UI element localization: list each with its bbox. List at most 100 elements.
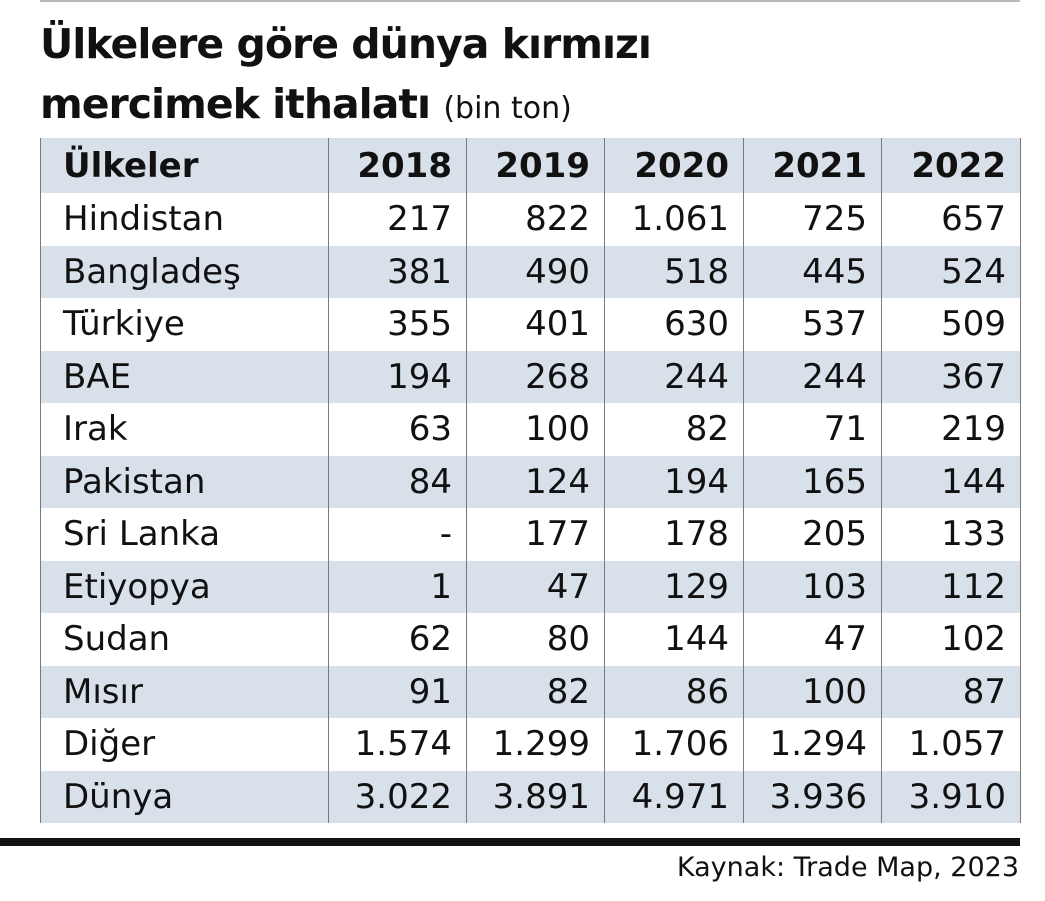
table-cell: 4.971 xyxy=(604,770,744,823)
row-label: Hindistan xyxy=(40,193,329,246)
table-row: Sri Lanka -177 178 205 133 xyxy=(40,508,1021,561)
row-label: Sudan xyxy=(40,613,329,666)
table-cell: 144 xyxy=(881,455,1021,508)
row-label: Etiyopya xyxy=(40,560,329,613)
table-cell: 47 xyxy=(743,613,882,666)
table-cell: 3.022 xyxy=(328,770,467,823)
table-cell: 219 xyxy=(881,403,1021,456)
table-cell: 194 xyxy=(328,350,467,403)
table-row: Hindistan 217 822 1.061 725 657 xyxy=(40,193,1021,246)
table-cell: 80 xyxy=(466,613,605,666)
bottom-rule xyxy=(0,838,1020,846)
table-cell: 87 xyxy=(881,665,1021,718)
table-row: Etiyopya 1 47 129 103 112 xyxy=(40,560,1021,613)
table-cell: 165 xyxy=(743,455,882,508)
chart-title: Ülkelere göre dünya kırmızı mercimek ith… xyxy=(40,14,1000,139)
table-cell: 82 xyxy=(604,403,744,456)
table-cell: 194 xyxy=(604,455,744,508)
table-cell: 244 xyxy=(604,350,744,403)
table-cell: 3.891 xyxy=(466,770,605,823)
row-label: Irak xyxy=(40,403,329,456)
row-label: Dünya xyxy=(40,770,329,823)
row-label: Pakistan xyxy=(40,455,329,508)
table-cell: 244 xyxy=(743,350,882,403)
row-label: Türkiye xyxy=(40,298,329,351)
title-unit: (bin ton) xyxy=(443,91,572,126)
table-cell: 62 xyxy=(328,613,467,666)
table-cell: 71 xyxy=(743,403,882,456)
table-cell: 524 xyxy=(881,245,1021,298)
table-cell: 86 xyxy=(604,665,744,718)
table-cell: 1.294 xyxy=(743,718,882,771)
table-cell: 1.057 xyxy=(881,718,1021,771)
table-cell: 82 xyxy=(466,665,605,718)
table-cell: 355 xyxy=(328,298,467,351)
table-cell: 367 xyxy=(881,350,1021,403)
table-row: Irak 63 100 82 71 219 xyxy=(40,403,1021,456)
table-cell: 822 xyxy=(466,193,605,246)
table-cell: 445 xyxy=(743,245,882,298)
title-line-2-text: mercimek ithalatı xyxy=(40,80,431,128)
table-cell: 1.299 xyxy=(466,718,605,771)
table-cell: 103 xyxy=(743,560,882,613)
table-cell: 1.574 xyxy=(328,718,467,771)
table-cell: 205 xyxy=(743,508,882,561)
table-cell: 129 xyxy=(604,560,744,613)
table-cell: 3.936 xyxy=(743,770,882,823)
table-cell: 177 xyxy=(466,508,605,561)
table-cell: 47 xyxy=(466,560,605,613)
data-table: Ülkeler 2018 2019 2020 2021 2022 Hindist… xyxy=(40,138,1021,823)
table-cell: 217 xyxy=(328,193,467,246)
column-header-2020: 2020 xyxy=(604,138,744,193)
row-label: BAE xyxy=(40,350,329,403)
table-cell: 178 xyxy=(604,508,744,561)
table-cell: 112 xyxy=(881,560,1021,613)
table-cell: 518 xyxy=(604,245,744,298)
table-body: Hindistan 217 822 1.061 725 657 Bangladeş 381 49… xyxy=(40,193,1021,823)
table-row: Türkiye 355 401 630 537 509 xyxy=(40,298,1021,351)
table-cell: 1.061 xyxy=(604,193,744,246)
table-cell: - xyxy=(328,508,467,561)
table-row: Mısır 91 82 86 100 87 xyxy=(40,665,1021,718)
table-cell: 509 xyxy=(881,298,1021,351)
table-cell: 1 xyxy=(328,560,467,613)
column-header-2018: 2018 xyxy=(328,138,467,193)
table-cell: 3.910 xyxy=(881,770,1021,823)
row-label: Bangladeş xyxy=(40,245,329,298)
title-line-2: mercimek ithalatı (bin ton) xyxy=(40,74,1000,139)
table-row: Sudan 62 80 144 47 102 xyxy=(40,613,1021,666)
table-header-row: Ülkeler 2018 2019 2020 2021 2022 xyxy=(40,138,1021,193)
table-row: BAE 194 268 244 244 367 xyxy=(40,350,1021,403)
table-cell: 401 xyxy=(466,298,605,351)
table-cell: 725 xyxy=(743,193,882,246)
table-cell: 537 xyxy=(743,298,882,351)
title-line-1: Ülkelere göre dünya kırmızı xyxy=(40,20,652,68)
row-label: Diğer xyxy=(40,718,329,771)
table-cell: 381 xyxy=(328,245,467,298)
table-cell: 133 xyxy=(881,508,1021,561)
table-cell: 268 xyxy=(466,350,605,403)
table-cell: 91 xyxy=(328,665,467,718)
table-cell: 100 xyxy=(466,403,605,456)
table-row: Bangladeş 381 490 518 445 524 xyxy=(40,245,1021,298)
table-cell: 102 xyxy=(881,613,1021,666)
table-row: Dünya 3.022 3.891 4.971 3.936 3.910 xyxy=(40,770,1021,823)
column-header-2022: 2022 xyxy=(881,138,1021,193)
table-cell: 100 xyxy=(743,665,882,718)
table-cell: 84 xyxy=(328,455,467,508)
row-label: Mısır xyxy=(40,665,329,718)
table-cell: 1.706 xyxy=(604,718,744,771)
table-cell: 657 xyxy=(881,193,1021,246)
table-cell: 630 xyxy=(604,298,744,351)
column-header-country: Ülkeler xyxy=(40,138,329,193)
row-label: Sri Lanka xyxy=(40,508,329,561)
table-cell: 144 xyxy=(604,613,744,666)
table-row: Pakistan 84 124 194 165 144 xyxy=(40,455,1021,508)
source-note: Kaynak: Trade Map, 2023 xyxy=(676,852,1019,883)
top-rule xyxy=(40,0,1020,2)
table-cell: 490 xyxy=(466,245,605,298)
column-header-2021: 2021 xyxy=(743,138,882,193)
table-cell: 124 xyxy=(466,455,605,508)
table-row: Diğer 1.574 1.299 1.706 1.294 1.057 xyxy=(40,718,1021,771)
table-cell: 63 xyxy=(328,403,467,456)
